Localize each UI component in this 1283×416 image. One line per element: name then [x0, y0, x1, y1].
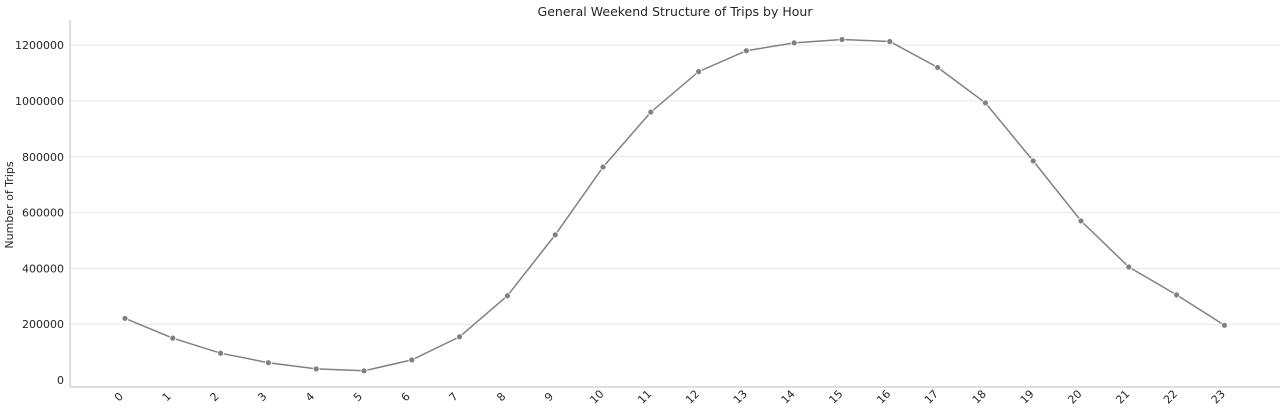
chart-title: General Weekend Structure of Trips by Ho…: [538, 4, 814, 19]
x-tick-labels: 0 1 2 3 4 5 6 7 8 9 10 11 12 13 14 15 16 17 18 19 20 21 22 23: [112, 387, 1228, 406]
data-point: [695, 68, 702, 76]
grid-lines: [70, 44, 1280, 325]
x-tick-label: 16: [874, 387, 893, 406]
x-tick-label: 8: [494, 390, 508, 404]
x-tick-label: 6: [399, 390, 413, 404]
x-tick-label: 9: [542, 390, 556, 404]
y-tick-label: 400000: [22, 262, 64, 275]
x-tick-label: 17: [922, 387, 941, 406]
series-line: [124, 38, 1225, 372]
x-tick-label: 12: [683, 387, 702, 406]
data-point: [1221, 321, 1228, 329]
y-tick-label: 1200000: [15, 39, 64, 52]
data-point: [790, 39, 798, 47]
data-point: [838, 36, 846, 43]
x-tick-label: 14: [779, 387, 798, 406]
data-point: [551, 231, 559, 239]
y-tick-labels: 0 200000 400000 600000 800000 1000000 1200000: [15, 39, 64, 387]
data-point: [408, 356, 416, 364]
data-point: [934, 64, 941, 71]
y-axis-label: Number of Trips: [3, 161, 16, 248]
x-tick-label: 3: [255, 390, 269, 404]
data-point: [169, 334, 177, 342]
data-point: [886, 38, 894, 45]
data-point: [312, 365, 320, 373]
data-point: [503, 292, 511, 300]
y-tick-label: 1000000: [15, 95, 64, 108]
x-tick-label: 13: [731, 387, 750, 406]
x-tick-label: 5: [351, 390, 365, 404]
data-point: [647, 108, 655, 116]
data-point: [599, 163, 607, 171]
data-point: [1173, 291, 1180, 299]
x-tick-label: 7: [447, 390, 461, 404]
data-point: [360, 367, 368, 375]
y-tick-label: 200000: [22, 318, 64, 331]
x-tick-label: 19: [1018, 387, 1037, 406]
x-tick-label: 22: [1161, 387, 1180, 406]
data-point: [264, 359, 272, 367]
series-layer: [121, 36, 1228, 375]
x-tick-label: 20: [1065, 387, 1084, 406]
x-tick-label: 11: [635, 387, 654, 406]
x-tick-label: 10: [587, 387, 606, 406]
data-point: [1029, 157, 1037, 165]
x-tick-label: 2: [208, 390, 222, 404]
x-tick-label: 23: [1209, 387, 1228, 406]
y-tick-label: 800000: [22, 151, 64, 164]
x-tick-label: 21: [1113, 387, 1132, 406]
x-tick-label: 1: [160, 390, 174, 404]
data-point: [217, 349, 225, 357]
x-tick-label: 18: [970, 387, 989, 406]
data-point: [456, 333, 464, 341]
data-point: [743, 47, 750, 55]
x-tick-label: 4: [303, 390, 317, 404]
data-point: [1077, 217, 1085, 225]
x-tick-label: 0: [112, 390, 126, 404]
y-tick-label: 600000: [22, 207, 64, 220]
data-point: [982, 99, 989, 107]
data-point: [121, 314, 129, 322]
x-tick-label: 15: [826, 387, 845, 406]
data-point: [1125, 263, 1133, 271]
y-tick-label: 0: [57, 374, 64, 387]
